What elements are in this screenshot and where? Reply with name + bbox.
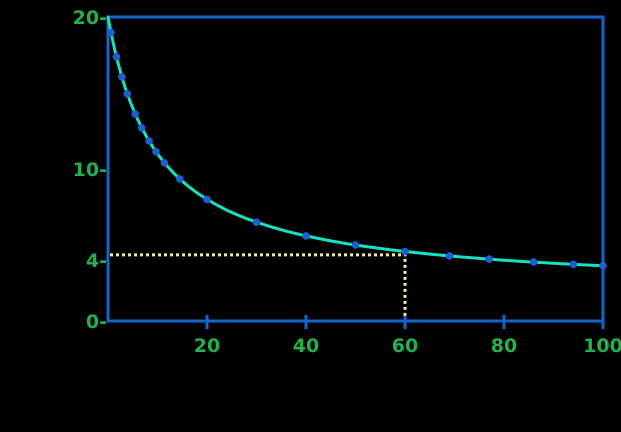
data-point — [131, 110, 139, 118]
data-point — [302, 232, 310, 240]
data-point — [107, 28, 115, 37]
data-point — [176, 175, 184, 183]
y-axis-tick-label: 10- — [73, 159, 107, 181]
data-point — [351, 241, 360, 249]
data-point — [599, 261, 607, 270]
y-axis-tick-label: 0- — [86, 311, 107, 333]
data-point — [401, 247, 409, 256]
data-point — [137, 124, 146, 132]
data-point — [529, 258, 538, 266]
data-point — [569, 260, 578, 269]
data-point — [145, 137, 153, 145]
data-point — [252, 218, 261, 226]
y-axis-tick-label: 4- — [86, 250, 107, 272]
y-axis-tick-label: 20- — [73, 7, 107, 29]
x-axis-tick-label: 100 — [583, 335, 621, 357]
data-point — [160, 159, 169, 167]
data-point — [152, 147, 160, 156]
data-point — [445, 252, 454, 260]
data-point — [485, 255, 494, 263]
data-point — [118, 73, 126, 81]
x-axis-tick-label: 20 — [194, 335, 220, 357]
data-point — [123, 90, 132, 98]
x-axis-tick-label: 80 — [491, 335, 517, 357]
data-point — [112, 53, 121, 61]
x-axis-tick-label: 60 — [392, 335, 418, 357]
x-axis-tick-label: 40 — [293, 335, 319, 357]
plot-frame — [106, 15, 605, 323]
data-point — [203, 195, 211, 204]
